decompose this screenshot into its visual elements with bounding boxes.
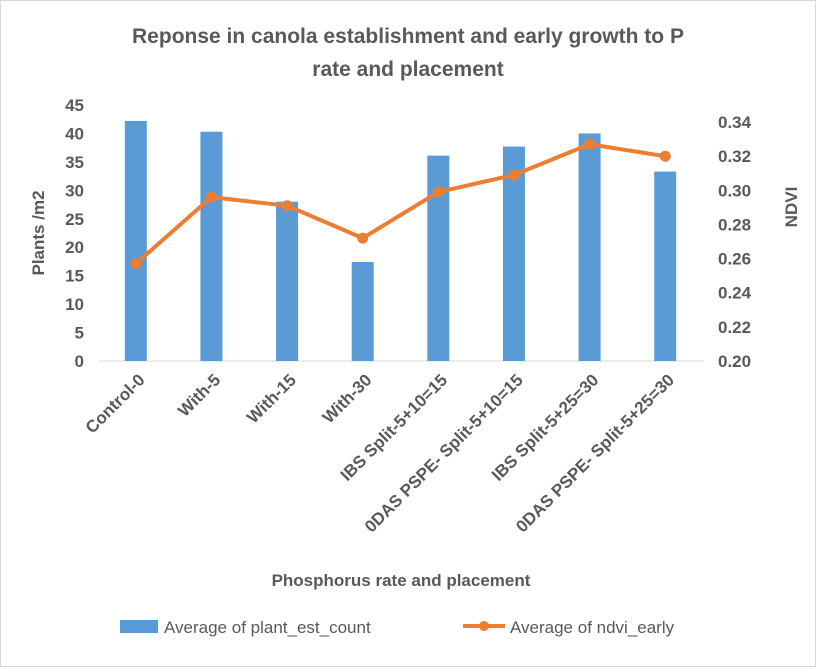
- bar: [351, 262, 374, 361]
- ndvi-point: [205, 191, 217, 203]
- right-axis-ticks: 0.20 0.22 0.24 0.26 0.28 0.30 0.32 0.34: [718, 113, 752, 371]
- ndvi-point: [281, 200, 293, 212]
- chart-title-line-1: Reponse in canola establishment and earl…: [132, 25, 684, 48]
- right-tick-label: 0.22: [718, 318, 751, 337]
- bar: [578, 133, 601, 361]
- ndvi-point: [130, 258, 142, 270]
- ndvi-point: [584, 138, 596, 150]
- legend: Average of plant_est_count Average of nd…: [120, 618, 675, 637]
- left-tick-label: 5: [75, 324, 84, 343]
- legend-swatch-marker: [479, 621, 489, 631]
- left-tick-label: 45: [65, 96, 84, 115]
- legend-label-bars: Average of plant_est_count: [164, 618, 371, 637]
- x-category-label: With-5: [174, 370, 224, 420]
- bar: [276, 201, 299, 361]
- right-tick-label: 0.20: [718, 352, 751, 371]
- left-tick-label: 15: [65, 267, 84, 286]
- right-tick-label: 0.30: [718, 181, 751, 200]
- left-tick-label: 25: [65, 210, 84, 229]
- ndvi-point: [432, 186, 444, 198]
- ndvi-point: [659, 150, 671, 162]
- bar: [654, 171, 677, 361]
- right-tick-label: 0.32: [718, 147, 751, 166]
- bar: [502, 146, 525, 361]
- y-axis-title-right: NDVI: [782, 187, 801, 228]
- y-axis-title-left: Plants /m2: [29, 190, 48, 275]
- bar-series: [124, 120, 677, 361]
- legend-swatch-bars: [120, 620, 158, 633]
- bar: [124, 120, 147, 361]
- left-axis-ticks: 0 5 10 15 20 25 30 35 40 45: [65, 96, 84, 371]
- x-category-label: 0DAS PSPE- Split-5+25=30: [512, 370, 678, 536]
- ndvi-line: [133, 142, 668, 266]
- ndvi-point: [508, 169, 520, 181]
- left-tick-label: 40: [65, 124, 84, 143]
- bar: [427, 155, 450, 361]
- ndvi-point: [357, 232, 369, 244]
- line-series: [130, 138, 671, 270]
- x-category-label: With-15: [243, 370, 300, 427]
- legend-label-line: Average of ndvi_early: [510, 618, 675, 637]
- x-axis-title: Phosphorus rate and placement: [272, 571, 531, 590]
- right-tick-label: 0.28: [718, 215, 751, 234]
- x-category-label: With-30: [319, 370, 376, 427]
- left-tick-label: 10: [65, 295, 84, 314]
- right-tick-label: 0.24: [718, 284, 752, 303]
- right-tick-label: 0.26: [718, 250, 751, 269]
- bar: [200, 131, 223, 361]
- left-tick-label: 0: [75, 352, 84, 371]
- chart-title-line-2: rate and placement: [312, 58, 503, 81]
- left-tick-label: 30: [65, 181, 84, 200]
- left-tick-label: 35: [65, 153, 84, 172]
- right-tick-label: 0.34: [718, 113, 752, 132]
- x-category-label: 0DAS PSPE- Split-5+10=15: [361, 370, 527, 536]
- left-tick-label: 20: [65, 238, 84, 257]
- x-category-label: Control-0: [82, 370, 149, 437]
